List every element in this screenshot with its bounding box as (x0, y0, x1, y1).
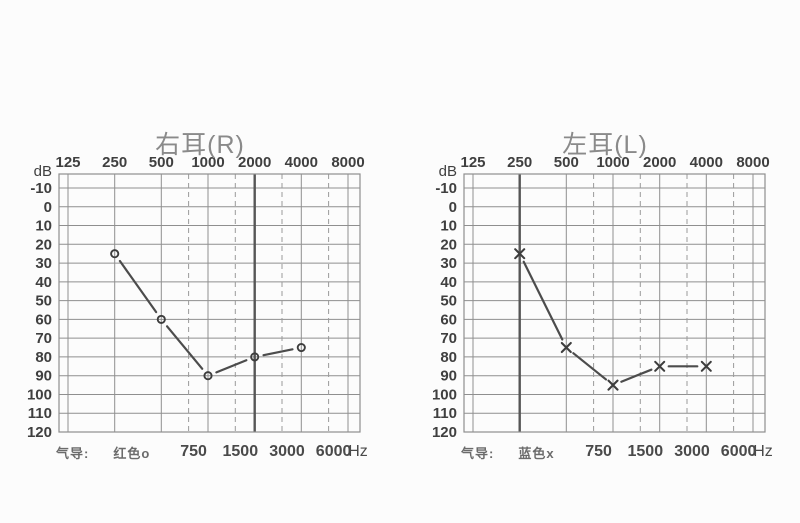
svg-text:60: 60 (35, 311, 52, 328)
svg-text:2000: 2000 (643, 154, 676, 171)
circle-marker-250hz (110, 249, 120, 259)
curve-segment (118, 259, 158, 314)
svg-text:20: 20 (440, 236, 457, 253)
svg-text:dB: dB (439, 163, 457, 180)
right-legend: 气导: 红色o (56, 443, 150, 462)
svg-text:20: 20 (35, 236, 52, 253)
grid-lines (463, 173, 766, 433)
svg-text:125: 125 (55, 154, 80, 171)
left-chart-title: 左耳(L) (562, 131, 648, 159)
svg-text:125: 125 (460, 154, 485, 171)
x-marker-250hz (514, 248, 526, 260)
curve-segment (620, 368, 653, 383)
air-conduction-label: 气导: (56, 446, 90, 461)
circle-marker-1000hz (203, 371, 213, 381)
svg-text:8000: 8000 (331, 154, 364, 171)
svg-text:dB: dB (34, 163, 52, 180)
curve-segment (262, 348, 294, 357)
curve-segment (215, 359, 248, 374)
svg-text:250: 250 (102, 154, 127, 171)
svg-text:3000: 3000 (269, 443, 305, 460)
svg-text:750: 750 (180, 443, 207, 460)
svg-text:100: 100 (432, 386, 457, 403)
svg-text:4000: 4000 (690, 154, 723, 171)
svg-text:30: 30 (440, 255, 457, 272)
curve-segment (165, 325, 204, 370)
curve-segment (522, 260, 564, 341)
svg-text:10: 10 (440, 218, 457, 235)
svg-text:1000: 1000 (191, 154, 224, 171)
svg-text:2000: 2000 (238, 154, 271, 171)
svg-text:110: 110 (28, 405, 52, 422)
circle-marker-4000hz (296, 342, 306, 353)
svg-text:120: 120 (432, 424, 457, 441)
svg-text:120: 120 (27, 424, 52, 441)
circle-marker-2000hz (250, 352, 260, 362)
svg-text:0: 0 (449, 199, 457, 216)
svg-text:-10: -10 (30, 180, 52, 197)
svg-text:110: 110 (433, 405, 457, 422)
left-ear-series (514, 248, 712, 391)
grid-lines (58, 173, 361, 433)
right-chart-title: 右耳(R) (155, 131, 245, 159)
x-marker-4000hz (700, 360, 712, 372)
svg-text:100: 100 (27, 386, 52, 403)
svg-text:1500: 1500 (628, 443, 664, 460)
svg-text:50: 50 (440, 293, 457, 310)
svg-text:70: 70 (440, 330, 457, 347)
circle-marker-500hz (156, 314, 166, 324)
svg-text:0: 0 (44, 199, 52, 216)
svg-text:1500: 1500 (223, 443, 259, 460)
curve-segment (572, 352, 608, 381)
svg-text:750: 750 (585, 443, 612, 460)
x-marker-1000hz (607, 379, 619, 391)
svg-text:40: 40 (35, 274, 52, 291)
x-marker-2000hz (654, 360, 666, 372)
marker-style-label: 红色o (113, 446, 151, 461)
svg-text:50: 50 (35, 293, 52, 310)
svg-text:80: 80 (35, 349, 52, 366)
svg-text:3000: 3000 (674, 443, 710, 460)
svg-text:250: 250 (507, 154, 532, 171)
svg-text:40: 40 (440, 274, 457, 291)
svg-text:8000: 8000 (736, 154, 769, 171)
svg-text:-10: -10 (435, 180, 457, 197)
svg-text:6000: 6000 (316, 443, 352, 460)
svg-text:70: 70 (35, 330, 52, 347)
svg-text:500: 500 (554, 154, 579, 171)
svg-text:90: 90 (440, 368, 457, 385)
right-ear-series (110, 249, 306, 381)
left-ear-panel: 125 250 500 1000 2000 4000 8000 dB -10 0 10 20 30 40 5… (405, 125, 800, 485)
svg-text:1000: 1000 (596, 154, 629, 171)
marker-style-label: 蓝色x (518, 446, 555, 461)
air-conduction-label: 气导: (461, 446, 495, 461)
svg-text:30: 30 (35, 255, 52, 272)
left-legend: 气导: 蓝色x (461, 443, 555, 462)
svg-text:4000: 4000 (285, 154, 318, 171)
svg-text:10: 10 (35, 218, 52, 235)
svg-text:Hz: Hz (348, 443, 368, 460)
svg-text:80: 80 (440, 349, 457, 366)
svg-text:6000: 6000 (721, 443, 757, 460)
svg-text:90: 90 (35, 368, 52, 385)
svg-text:Hz: Hz (753, 443, 773, 460)
svg-text:500: 500 (149, 154, 174, 171)
x-marker-500hz (560, 341, 572, 354)
right-ear-panel: 125 250 500 1000 2000 4000 8000 dB -10 0 10 20 30 40 5… (0, 125, 400, 485)
svg-text:60: 60 (440, 311, 457, 328)
